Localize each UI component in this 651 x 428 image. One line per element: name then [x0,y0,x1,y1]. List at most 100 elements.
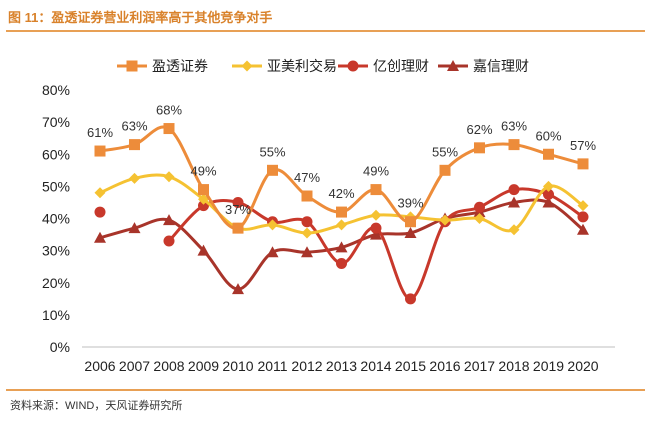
y-tick-label: 10% [42,307,70,323]
series-2 [94,171,589,239]
data-point [129,139,140,151]
legend-marker [347,60,359,72]
x-tick-label: 2014 [360,358,391,374]
x-tick-label: 2019 [533,358,564,374]
data-label: 63% [121,119,147,134]
x-tick-label: 2011 [257,358,287,374]
x-tick-label: 2006 [84,358,115,374]
data-point [267,164,278,176]
data-point [543,180,554,192]
x-tick-label: 2018 [498,358,529,374]
y-tick-label: 80% [42,82,70,98]
data-label: 37% [225,202,251,217]
data-label: 57% [570,138,596,153]
data-point [439,214,451,226]
data-label: 42% [328,186,354,201]
data-label: 60% [535,128,561,143]
data-label: 63% [501,119,527,134]
data-point [542,196,555,208]
data-point [232,283,244,295]
data-label: 68% [156,103,182,118]
data-point [94,231,106,243]
data-point [198,184,209,196]
line-chart: 盈透证券 亚美利交易 亿创理财 嘉信理财 0% 10% 20% 30% 40% 50% 60% 70… [42,58,615,374]
data-label: 49% [190,164,216,179]
data-label: 49% [363,164,389,179]
x-axis: 2006 2007 2008 2009 2010 2011 2012 2013 2014 2015… [82,346,615,374]
source-rule [6,389,645,391]
legend-label: 盈透证券 [152,58,208,74]
data-point [163,171,175,183]
data-point [370,228,382,240]
data-point [439,164,451,176]
legend-marker [126,60,138,72]
x-tick-label: 2013 [326,358,357,374]
legend-label: 亿创理财 [373,58,429,74]
data-point [370,222,382,234]
data-point [336,206,347,218]
data-point [508,224,520,236]
data-label: 61% [87,125,113,140]
data-point [163,214,175,226]
data-point [474,142,485,154]
data-point [577,223,589,235]
title-rule [6,30,645,32]
data-point [94,206,106,218]
y-tick-label: 60% [42,146,70,162]
x-tick-label: 2016 [429,358,460,374]
legend-label: 嘉信理财 [473,58,529,74]
data-point [577,211,589,223]
legend-label: 亚美利交易 [267,58,337,74]
data-point [543,148,554,160]
y-tick-label: 0% [50,339,70,355]
data-point [370,209,382,221]
data-point [508,196,520,208]
y-tick-label: 20% [42,275,70,291]
plot-area: 61% 63% 68% 49% 37% 55% 47% 42% 49% 39% 55% 62% 63% 6… [87,103,596,305]
y-axis: 0% 10% 20% 30% 40% 50% 60% 70% 80% [42,82,70,355]
data-point [577,158,589,170]
legend-marker [447,60,459,71]
data-point [163,235,175,247]
data-point [301,190,313,202]
y-tick-label: 70% [42,114,70,130]
x-tick-label: 2012 [291,358,322,374]
data-labels: 61% 63% 68% 49% 37% 55% 47% 42% 49% 39% 55% 62% 63% 6… [87,103,596,218]
x-tick-label: 2017 [464,358,495,374]
data-point [301,246,313,258]
data-point [301,227,313,239]
data-label: 55% [259,144,285,159]
chart-legend: 盈透证券 亚美利交易 亿创理财 嘉信理财 [117,58,529,74]
data-point [405,293,416,305]
data-point [267,219,278,231]
y-tick-label: 50% [42,178,70,194]
source-note: 资料来源：WIND，天风证券研究所 [10,400,183,412]
data-label: 47% [294,170,320,185]
y-tick-label: 40% [42,211,70,227]
data-point [370,184,382,196]
data-point [336,257,347,269]
data-point [232,222,244,234]
data-point [336,219,347,231]
data-point [508,184,520,196]
data-point [404,226,417,238]
legend-marker [241,60,253,72]
data-point [129,172,140,184]
data-point [232,196,244,208]
data-point [94,187,106,199]
data-point [474,201,485,213]
data-label: 62% [466,122,492,137]
x-tick-label: 2020 [567,358,598,374]
x-tick-label: 2007 [119,358,150,374]
x-tick-label: 2009 [188,358,219,374]
y-tick-label: 30% [42,243,70,259]
data-point [405,216,416,228]
data-point [128,222,141,234]
series-1 [94,123,589,234]
data-point [508,139,520,151]
data-point [163,123,175,135]
figure-title: 图 11：盈透证券营业利润率高于其他竞争对手 [8,10,273,25]
data-point [301,216,313,228]
x-tick-label: 2010 [222,358,253,374]
x-tick-label: 2015 [395,358,426,374]
